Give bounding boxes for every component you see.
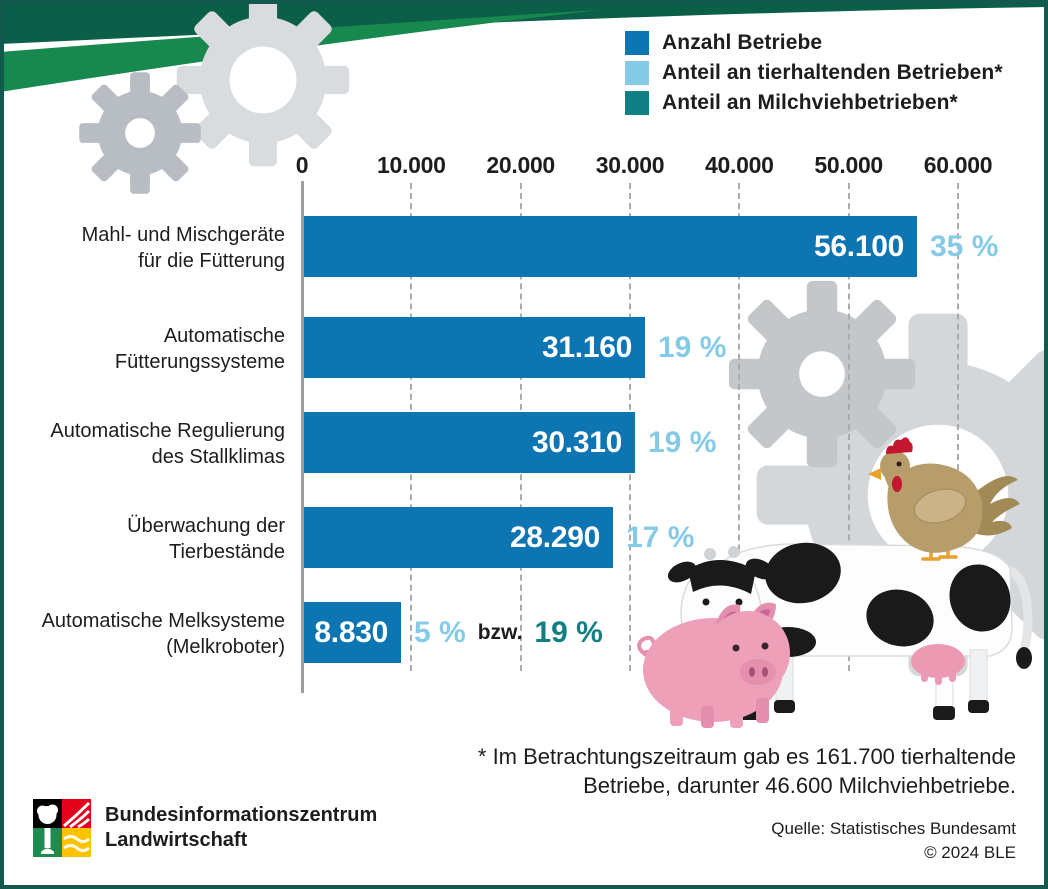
branding-text: Bundesinformationszentrum Landwirtschaft — [105, 804, 378, 851]
bar-row: 28.290 17 % — [304, 507, 1048, 568]
bar: 31.160 — [304, 317, 645, 378]
bar-value-label: 30.310 — [532, 425, 622, 459]
chicken-icon — [868, 437, 1020, 561]
pct-label: 19 % — [658, 330, 727, 364]
axis-tick-label: 30.000 — [595, 152, 665, 178]
bar-row: 31.160 19 % — [304, 317, 1048, 378]
pct-label: 19 % — [648, 425, 717, 459]
legend-swatch-milchvieh — [625, 91, 649, 115]
bar-row: 8.830 5 % bzw. 19 % — [304, 602, 1048, 663]
axis-tick-label: 40.000 — [705, 152, 774, 178]
axis-line — [301, 181, 304, 693]
bar: 8.830 — [304, 602, 401, 663]
pct-label: 5 % bzw. 19 % — [414, 615, 603, 649]
legend-item: Anteil an tierhaltenden Betrieben* — [625, 61, 1003, 85]
footnote: * Im Betrachtungszeitraum gab es 161.700… — [477, 744, 1016, 798]
source-credit: Quelle: Statistisches Bundesamt © 2024 B… — [771, 819, 1016, 862]
bar: 28.290 — [304, 507, 613, 568]
bar: 30.310 — [304, 412, 635, 473]
category-label: Mahl- und Mischgeräte für die Fütterung — [81, 223, 285, 272]
legend-swatch-tierhaltend — [625, 61, 649, 85]
axis-tick-label: 50.000 — [814, 152, 883, 178]
chart-legend: Anzahl Betriebe Anteil an tierhaltenden … — [625, 31, 1003, 121]
legend-swatch-anzahl — [625, 31, 649, 55]
category-label: Überwachung der Tierbestände — [127, 514, 285, 563]
pct-label: 35 % — [930, 229, 999, 263]
gridline — [847, 183, 850, 671]
gridline — [957, 183, 959, 671]
pct-connector: bzw. — [477, 620, 523, 644]
category-label: Automatische Regulierung des Stallklimas — [50, 419, 285, 468]
bzl-logo-icon — [33, 799, 91, 857]
legend-item: Anzahl Betriebe — [625, 31, 1003, 55]
bar-value-label: 31.160 — [542, 330, 632, 364]
bar-row: 30.310 19 % — [304, 412, 1048, 473]
bar-value-label: 56.100 — [814, 229, 904, 263]
category-label: Automatische Fütterungssysteme — [114, 324, 285, 373]
bar-row: 56.100 35 % — [304, 216, 1048, 277]
bar-value-label: 8.830 — [314, 615, 388, 649]
axis-tick-label: 20.000 — [486, 152, 555, 178]
farm-animals-illustration — [637, 437, 1033, 728]
branding: Bundesinformationszentrum Landwirtschaft — [33, 799, 377, 857]
axis-tick-label: 60.000 — [923, 152, 993, 178]
pct-label: 17 % — [626, 520, 695, 554]
axis-tick-label: 10.000 — [377, 152, 446, 178]
bar: 56.100 — [304, 216, 917, 277]
category-label: Automatische Melksysteme (Melkroboter) — [41, 609, 285, 658]
cow-icon — [667, 542, 1033, 720]
axis-tick-label: 0 — [295, 152, 309, 178]
bar-value-label: 28.290 — [510, 520, 600, 554]
legend-item: Anteil an Milchviehbetrieben* — [625, 91, 1003, 115]
gridline — [738, 183, 741, 671]
pig-icon — [637, 602, 790, 728]
